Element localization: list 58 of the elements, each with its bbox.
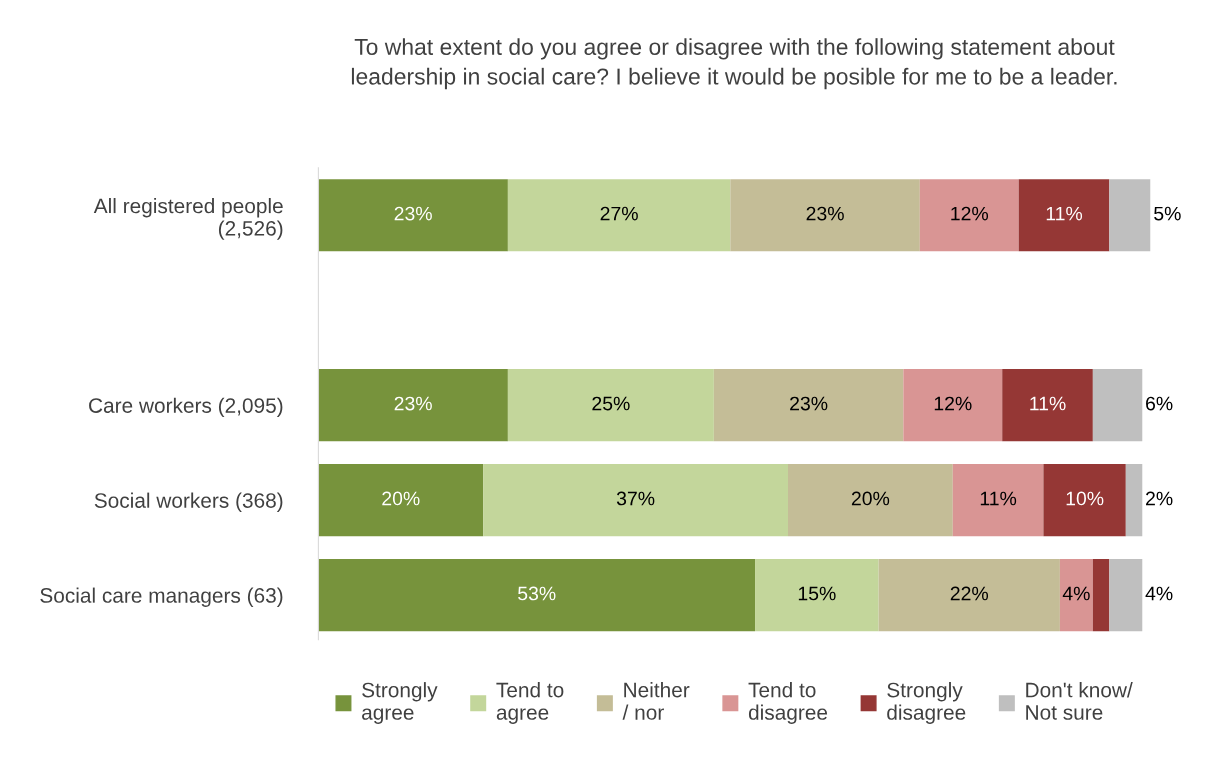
data-label: 12% [934,396,972,411]
data-label: 20% [851,491,890,506]
bar [507,369,714,442]
y-tick-label: Social workers (368) [94,492,283,513]
bar [1059,559,1093,632]
bar [318,179,508,252]
bar [1109,559,1143,632]
y-tick-label: All registered people (2,526) [93,198,283,240]
bar [1018,179,1110,252]
data-label: 23% [394,206,432,221]
legend-label: Tend to agree [496,682,564,724]
data-label: 23% [790,396,828,411]
data-label: 5% [1154,206,1181,221]
data-label: 20% [382,491,420,506]
y-tick-label: Care workers (2,095) [89,397,283,418]
bar [318,559,756,632]
data-label: 12% [951,206,989,221]
data-label: 11% [1046,206,1083,221]
data-label: 6% [1146,396,1173,411]
bar [903,369,1003,442]
bar [507,179,731,252]
data-label: 2% [1146,491,1173,506]
data-label: 22% [950,586,989,601]
data-label: 23% [806,206,844,221]
bar [1109,179,1151,252]
bar [1125,464,1143,537]
bar [952,464,1044,537]
bar [755,559,879,632]
bar [1002,369,1093,442]
legend-label: Strongly disagree [887,682,966,724]
legend-label: Strongly agree [362,682,438,724]
legend-label: Neither / nor [622,682,690,720]
data-label: 11% [980,491,1017,506]
legend-label: Tend to disagree [748,682,828,724]
chart-title: To what extent do you agree or disagree with the following statement about leadership in social care? I believe it would be posible for me to be a leader. [351,38,1117,90]
bar [713,369,904,442]
bar [318,464,484,537]
data-label: 15% [798,586,836,601]
bar [730,179,920,252]
y-tick-label: Social care managers (63) [40,587,283,607]
bar [1043,464,1126,537]
bar [318,369,508,442]
data-label: 11% [1030,396,1066,411]
data-label: 53% [518,586,556,601]
bar [1092,559,1110,632]
data-label: 4% [1062,586,1090,601]
data-label: 4% [1145,586,1173,601]
data-label: 25% [592,396,630,411]
bar [878,559,1060,632]
data-label: 27% [600,206,638,221]
data-label: 23% [394,396,432,411]
bar [483,464,789,537]
data-label: 10% [1066,491,1104,506]
bar [1092,369,1143,442]
bar [919,179,1019,252]
bar [788,464,953,537]
legend-label: Don't know/ Not sure [1026,682,1133,720]
data-label: 37% [616,491,655,506]
